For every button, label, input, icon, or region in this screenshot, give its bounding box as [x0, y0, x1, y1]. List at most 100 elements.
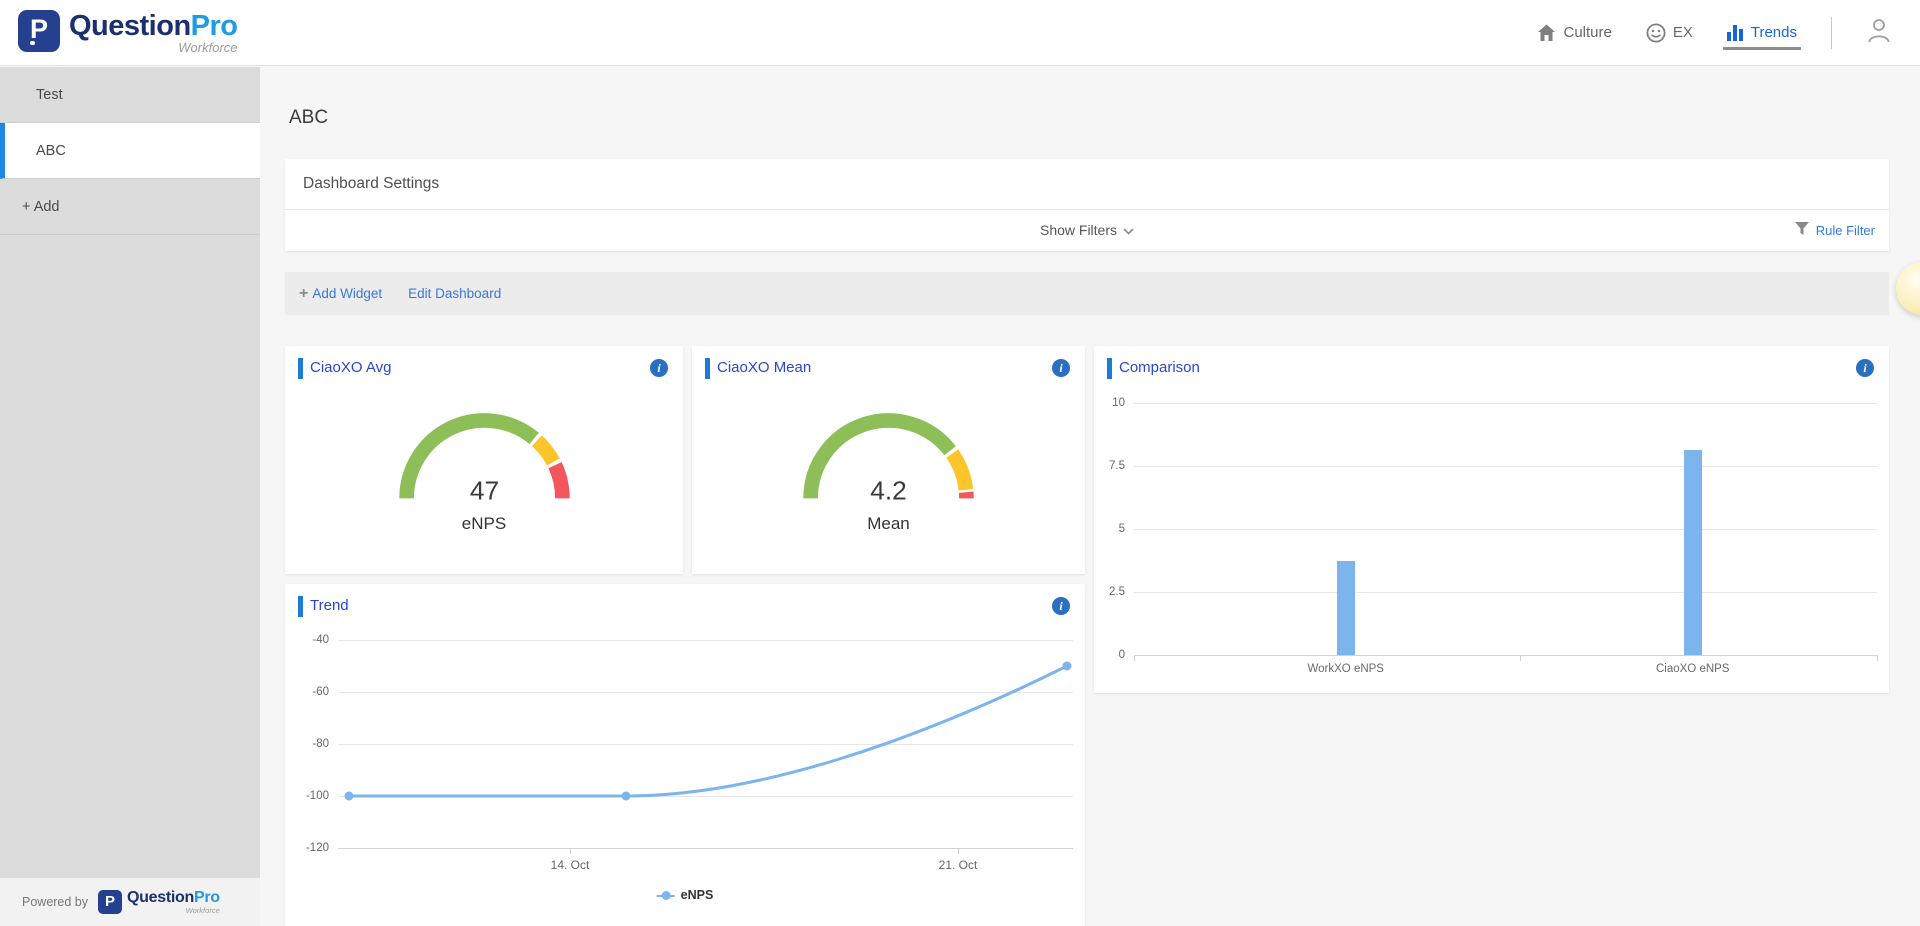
gauge-mean-label: Mean [867, 514, 910, 534]
info-icon[interactable]: i [1856, 359, 1874, 377]
widget-toolbar: + Add Widget Edit Dashboard [285, 272, 1889, 315]
rule-filter-label: Rule Filter [1816, 223, 1875, 238]
y-tick-label: -60 [312, 686, 329, 698]
dashboard-grid: CiaoXO Avg i 47 eNPS [285, 346, 1889, 926]
nav-label-trends: Trends [1751, 24, 1797, 41]
top-navigation: Culture EX Trends [1537, 0, 1892, 65]
data-point[interactable] [622, 792, 631, 801]
info-icon[interactable]: i [1052, 359, 1070, 377]
edit-dashboard-label: Edit Dashboard [408, 286, 501, 301]
widget-accent-bar [705, 358, 710, 379]
widget-title: CiaoXO Mean [717, 359, 811, 376]
dashboard-settings-title: Dashboard Settings [285, 159, 1889, 210]
dashboard-settings-card: Dashboard Settings Show Filters Rule Fil… [285, 159, 1889, 251]
gridline [1134, 592, 1877, 593]
brand-text: QuestionPro Workforce [69, 10, 238, 55]
bar-ciaoxo-enps[interactable] [1684, 450, 1702, 655]
x-axis-line [338, 848, 1073, 849]
widget-header: Comparison i [1094, 346, 1889, 377]
account-button[interactable] [1866, 17, 1892, 48]
gauge-mean-arc: 4.2 [791, 401, 986, 513]
gridline [1134, 529, 1877, 530]
gauge-avg-value: 47 [469, 475, 498, 505]
sidebar-item-add[interactable]: + Add [0, 179, 260, 235]
main-content: ABC Dashboard Settings Show Filters Rule… [260, 67, 1920, 926]
nav-label-ex: EX [1673, 24, 1693, 41]
legend-item-enps[interactable]: eNPS [657, 888, 714, 902]
add-widget-button[interactable]: + Add Widget [299, 285, 382, 303]
dashboard-right-column: Comparison i 10 7.5 5 2.5 0 [1094, 346, 1889, 926]
brand-tagline: Workforce [178, 40, 237, 55]
trend-plot-area: -40 -60 -80 -100 -120 14. Oct 21. Oct [338, 640, 1073, 848]
widget-ciaoxo-mean: CiaoXO Mean i 4.2 Mean [692, 346, 1085, 574]
x-tick-mark [570, 848, 571, 854]
gauge-mean-value: 4.2 [870, 475, 907, 505]
bar-workxo-enps[interactable] [1337, 561, 1355, 656]
plus-icon: + [299, 285, 308, 303]
y-tick-label: -40 [312, 634, 329, 646]
y-tick-label: -100 [306, 790, 329, 802]
sidebar-footer: Powered by P QuestionPro Workforce [0, 878, 260, 926]
widget-header: Trend i [285, 584, 1085, 615]
y-tick-label: -80 [312, 738, 329, 750]
sidebar: Test ABC + Add Powered by P QuestionPro … [0, 67, 260, 926]
comparison-plot-area: 10 7.5 5 2.5 0 WorkXO eNPS CiaoXO eNPS [1134, 403, 1877, 655]
brand-logo[interactable]: P QuestionPro Workforce [18, 10, 238, 55]
legend-label: eNPS [681, 888, 714, 902]
brand-name: QuestionPro [69, 10, 238, 42]
data-point[interactable] [345, 792, 354, 801]
footer-brand-primary: Question [127, 889, 194, 906]
y-tick-label: 2.5 [1109, 586, 1125, 598]
nav-item-ex[interactable]: EX [1646, 0, 1693, 65]
funnel-icon [1795, 222, 1809, 238]
info-icon[interactable]: i [1052, 597, 1070, 615]
trend-line-series [338, 640, 1073, 848]
widget-comparison: Comparison i 10 7.5 5 2.5 0 [1094, 346, 1889, 693]
x-tick-mark [1520, 655, 1521, 661]
x-axis-line [1134, 655, 1877, 656]
sidebar-item-test[interactable]: Test [0, 67, 260, 123]
brand-name-primary: Question [69, 10, 191, 42]
person-icon [1866, 17, 1892, 48]
show-filters-label: Show Filters [1040, 222, 1117, 238]
footer-brand-secondary: Pro [194, 889, 220, 906]
widget-title: CiaoXO Avg [310, 359, 391, 376]
page-title: ABC [289, 107, 1889, 129]
nav-item-culture[interactable]: Culture [1537, 0, 1611, 65]
bar-chart-icon [1727, 24, 1744, 41]
brand-logo-icon: P [18, 10, 60, 52]
gauge-avg: 47 eNPS [285, 377, 683, 534]
gauge-avg-arc: 47 [387, 401, 582, 513]
info-icon[interactable]: i [650, 359, 668, 377]
x-tick-mark [1877, 655, 1878, 661]
y-tick-label: 7.5 [1109, 460, 1125, 472]
legend-marker-icon [657, 891, 675, 900]
sidebar-item-abc[interactable]: ABC [0, 123, 260, 179]
nav-item-trends[interactable]: Trends [1727, 0, 1797, 65]
widget-header: CiaoXO Avg i [285, 346, 683, 377]
widget-trend: Trend i -40 -60 -80 -100 -120 14 [285, 584, 1085, 926]
footer-brand-logo[interactable]: P QuestionPro Workforce [98, 890, 220, 915]
widget-header: CiaoXO Mean i [692, 346, 1085, 377]
gauges-row: CiaoXO Avg i 47 eNPS [285, 346, 1085, 574]
rule-filter-button[interactable]: Rule Filter [1795, 222, 1875, 238]
edit-dashboard-button[interactable]: Edit Dashboard [408, 286, 501, 301]
widget-title: Comparison [1119, 359, 1200, 376]
dashboard-left-column: CiaoXO Avg i 47 eNPS [285, 346, 1085, 926]
widget-accent-bar [1107, 358, 1112, 379]
data-point[interactable] [1063, 662, 1072, 671]
x-tick-mark [1134, 655, 1135, 661]
chevron-down-icon [1123, 222, 1134, 238]
gridline [1134, 403, 1877, 404]
show-filters-toggle[interactable]: Show Filters [1040, 222, 1134, 238]
x-tick-label: 21. Oct [939, 858, 978, 872]
smiley-icon [1646, 23, 1666, 43]
nav-label-culture: Culture [1563, 24, 1611, 41]
x-tick-mark [958, 848, 959, 854]
widget-ciaoxo-avg: CiaoXO Avg i 47 eNPS [285, 346, 683, 574]
y-tick-label: 5 [1119, 523, 1125, 535]
brand-dot [30, 41, 35, 46]
gridline [1134, 466, 1877, 467]
footer-brand-tagline: Workforce [186, 906, 220, 915]
add-widget-label: Add Widget [312, 286, 382, 301]
